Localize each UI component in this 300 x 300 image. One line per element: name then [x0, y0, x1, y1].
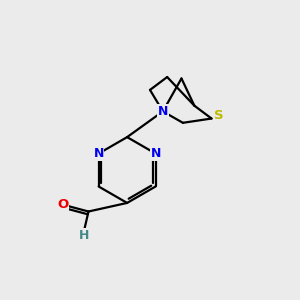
Text: O: O [57, 198, 68, 211]
Text: N: N [150, 147, 161, 160]
Text: H: H [79, 229, 89, 242]
Text: S: S [214, 109, 224, 122]
Text: N: N [158, 105, 168, 118]
Text: N: N [93, 147, 104, 160]
